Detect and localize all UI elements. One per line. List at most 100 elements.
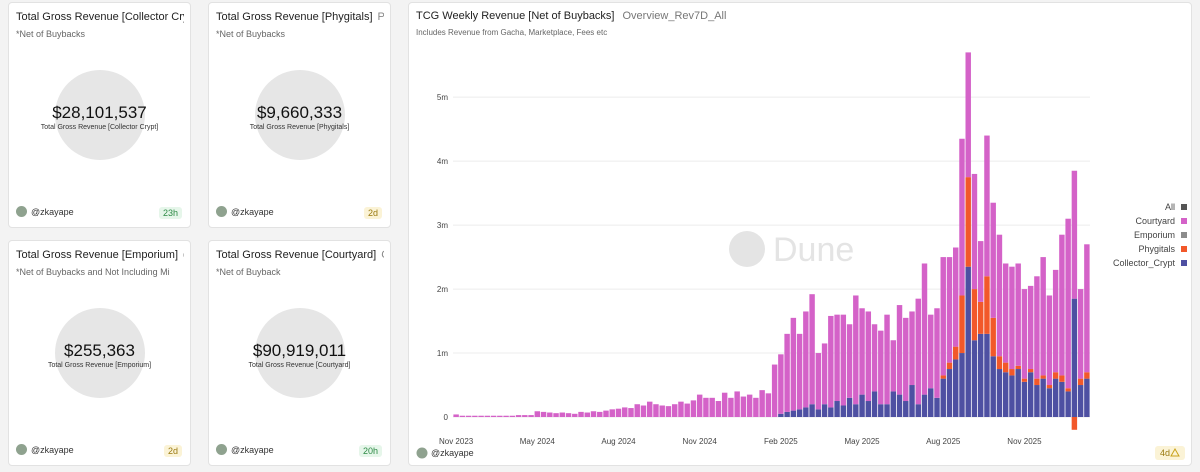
author: @zkayape [231, 444, 274, 455]
bar [809, 404, 815, 418]
counter-subtitle: *Net of Buyback [216, 267, 281, 277]
query-name: C… [381, 249, 384, 261]
bar [884, 314, 890, 405]
bar [759, 390, 765, 418]
bar [1040, 375, 1046, 379]
bar [1065, 218, 1071, 389]
author: @zkayape [431, 448, 474, 458]
bar [1040, 257, 1046, 376]
avatar [16, 206, 27, 217]
bar [853, 295, 859, 405]
chart-title: TCG Weekly Revenue [Net of Buybacks] [416, 10, 615, 22]
counter-title-row: Total Gross Revenue [Emporium] e… [16, 249, 184, 261]
legend-label: Emporium [1134, 230, 1175, 240]
bar [1034, 276, 1040, 379]
bar [903, 317, 909, 402]
bar [690, 400, 697, 418]
author: @zkayape [31, 206, 74, 217]
gauge [54, 70, 145, 160]
bar [472, 415, 478, 418]
bar [459, 415, 466, 418]
y-tick-label: 5m [437, 93, 448, 102]
legend-label: Collector_Crypt [1113, 258, 1176, 268]
bar [1015, 263, 1021, 366]
bar [1040, 378, 1046, 418]
footer: @zkayape [216, 206, 274, 217]
bar [740, 396, 747, 418]
bar [1046, 388, 1053, 418]
gauge [254, 308, 345, 398]
bar [1002, 372, 1009, 418]
bar [572, 413, 578, 418]
bar [1015, 369, 1021, 418]
bar [909, 311, 915, 386]
bar [896, 394, 903, 418]
x-tick-label: Nov 2024 [683, 437, 718, 446]
counter-subtitle: *Net of Buybacks and Not Including Mi [16, 267, 170, 277]
bar [965, 266, 971, 418]
counter-title-row: Total Gross Revenue [Collector Cry… [16, 11, 184, 23]
bar [790, 317, 797, 411]
bar [465, 415, 472, 418]
bar [1002, 362, 1009, 373]
bar [984, 333, 990, 418]
bar [578, 411, 584, 418]
bar [946, 362, 953, 370]
author: @zkayape [231, 206, 274, 217]
bar [665, 406, 672, 418]
bar [678, 401, 684, 418]
bar [478, 415, 484, 418]
bar [915, 298, 921, 405]
bar [846, 397, 853, 418]
x-tick-label: Aug 2025 [926, 437, 961, 446]
bar [953, 247, 959, 347]
legend-swatch [1181, 218, 1187, 224]
bar [821, 343, 828, 405]
bar [865, 311, 872, 402]
gauge [254, 70, 345, 160]
bar [953, 346, 959, 360]
bar [634, 404, 640, 418]
bar [803, 311, 809, 408]
bar [1034, 385, 1040, 418]
query-name: e… [183, 249, 184, 261]
bar [1059, 234, 1065, 376]
bar [503, 415, 509, 418]
bar [1046, 385, 1053, 389]
bar [1027, 285, 1034, 370]
y-tick-label: 4m [437, 157, 448, 166]
author: @zkayape [31, 444, 74, 455]
counter-card: Total Gross Revenue [Phygitals] Ph… *Net o… [208, 2, 391, 228]
counter-value: $9,660,333 [256, 103, 343, 122]
bar [522, 415, 528, 418]
bar [559, 412, 566, 418]
bar [1027, 372, 1034, 418]
legend-swatch [1181, 232, 1187, 238]
counter-subtitle: *Net of Buybacks [216, 29, 286, 39]
bar [959, 138, 965, 296]
avatar [216, 444, 227, 455]
bar [934, 397, 940, 418]
footer: @zkayape [216, 444, 274, 455]
age-badge: 2d [163, 445, 182, 457]
bar [584, 412, 590, 418]
counter-title-row: Total Gross Revenue [Phygitals] Ph… [216, 11, 384, 23]
bar [1021, 381, 1028, 418]
bar [834, 314, 840, 402]
bar [1077, 385, 1084, 418]
bar [878, 404, 884, 418]
bar [921, 263, 928, 395]
bar [484, 415, 491, 418]
bar [990, 356, 996, 418]
bar [771, 364, 778, 418]
age-badge: 2d [363, 207, 382, 219]
bar [684, 403, 690, 418]
counter-value: $255,363 [64, 341, 135, 360]
bar [703, 397, 709, 418]
bar [734, 391, 740, 418]
counter-card: Total Gross Revenue [Emporium] e… *Net of … [8, 240, 191, 466]
x-tick-label: Feb 2025 [764, 437, 798, 446]
bar [528, 415, 534, 418]
bar [915, 404, 921, 418]
bar [996, 356, 1003, 370]
